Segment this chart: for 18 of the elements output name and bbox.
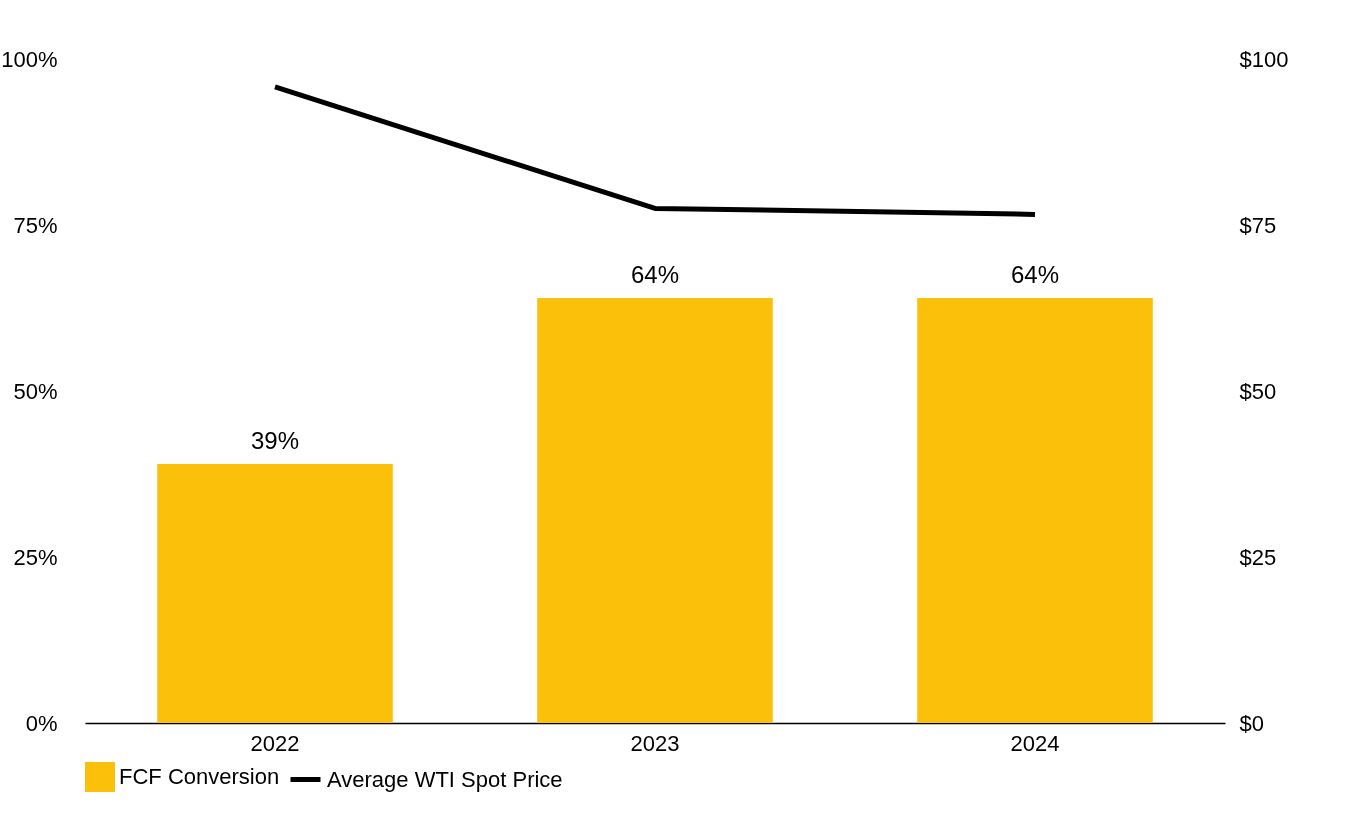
legend-label: FCF Conversion	[119, 764, 280, 789]
data-label: 39%	[250, 427, 300, 455]
x-tick-label: 2022	[250, 730, 300, 756]
y2-tick-label: $50	[1239, 378, 1277, 404]
x-tick-label: 2024	[1010, 730, 1060, 756]
y-tick-label: 25%	[13, 544, 58, 570]
y-tick-label: 0%	[25, 710, 58, 736]
y-tick-label: 75%	[13, 212, 58, 238]
legend-label: Average WTI Spot Price	[327, 766, 563, 792]
y-tick-label: 100%	[1, 46, 58, 72]
y2-tick-label: $100	[1239, 46, 1289, 72]
data-label: 64%	[630, 261, 680, 289]
x-tick-label: 2023	[630, 730, 680, 756]
y2-tick-label: $75	[1239, 212, 1277, 238]
y2-tick-label: $25	[1239, 544, 1277, 570]
y-tick-label: 50%	[13, 378, 58, 404]
data-label: 64%	[1010, 261, 1060, 289]
y2-tick-label: $0	[1239, 710, 1264, 736]
